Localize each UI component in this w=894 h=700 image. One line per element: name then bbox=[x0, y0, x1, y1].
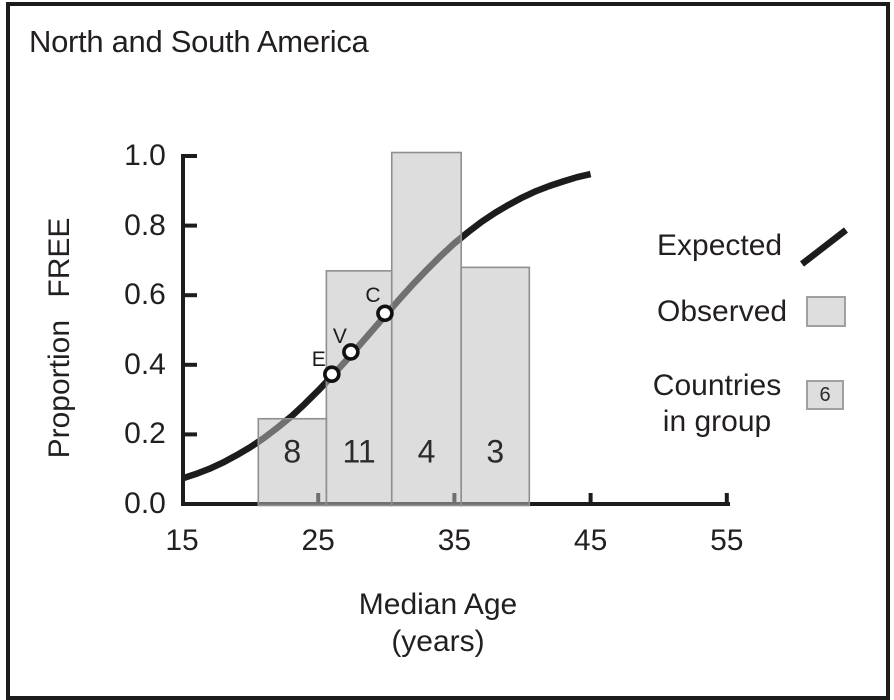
countries-box-swatch: 6 bbox=[806, 380, 844, 410]
data-point-marker bbox=[323, 365, 341, 383]
legend-label-countries-line2: in group bbox=[662, 405, 772, 438]
chart-title: North and South America bbox=[29, 24, 369, 59]
observed-bar bbox=[390, 151, 463, 507]
observed-bar bbox=[460, 266, 531, 507]
data-point-marker bbox=[342, 343, 360, 361]
expected-line-swatch bbox=[800, 227, 848, 267]
observed-bar bbox=[257, 417, 328, 507]
legend-label-observed: Observed bbox=[657, 295, 788, 328]
x-axis-label-line2: (years) bbox=[391, 625, 485, 658]
legend-label-countries: Countries in group bbox=[652, 368, 782, 440]
observed-box-swatch bbox=[806, 296, 846, 327]
data-point-marker bbox=[376, 304, 394, 323]
x-axis-label-line1: Median Age bbox=[358, 588, 518, 621]
x-axis-label: Median Age (years) bbox=[359, 586, 517, 660]
legend-label-countries-line1: Countries bbox=[652, 369, 782, 402]
legend-label-expected: Expected bbox=[657, 229, 783, 262]
